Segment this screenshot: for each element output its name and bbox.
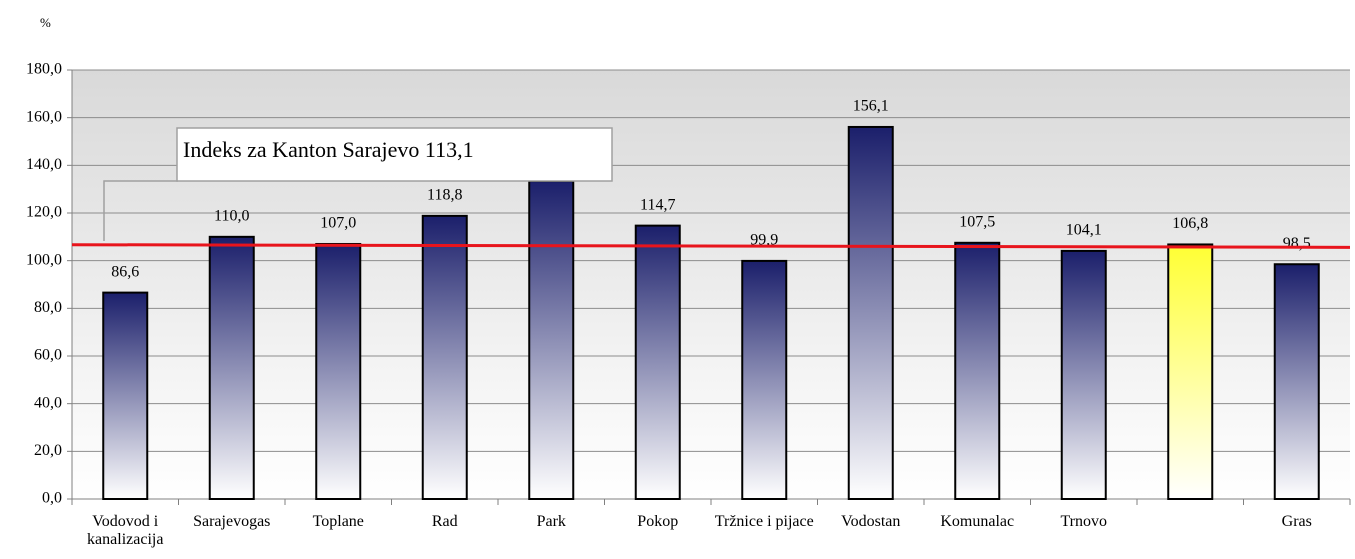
bar [528,180,575,501]
bar [741,259,788,500]
annotation-connector [103,180,178,241]
x-tick-label-box: Vodovod i kanalizacija [87,513,164,548]
reference-line [71,243,1351,249]
bar [315,242,362,500]
y-tick-label: 0,0 [42,490,62,507]
bar [208,235,255,500]
data-label: 110,0 [214,208,249,225]
bar [1167,243,1214,500]
data-label: 107,5 [959,213,995,230]
x-tick-label: Sarajevogas [193,513,271,530]
y-tick-label: 80,0 [34,299,62,316]
x-tick-label: Toplane [312,513,364,530]
x-tick-label-box: Gras [1281,513,1312,530]
data-label: 98,5 [1283,235,1311,252]
x-tick-label: Komunalac [940,513,1015,530]
y-tick-label: 20,0 [34,442,62,459]
data-label: 107,0 [320,215,356,232]
x-tick-label-box: Trnovo [1060,513,1108,530]
y-tick-label: 120,0 [26,204,62,221]
x-tick-label: Trnovo [1060,513,1108,530]
y-tick-label: 160,0 [26,108,62,125]
y-tick-label: 100,0 [26,251,62,268]
x-tick-label: Vodostan [841,513,901,530]
annotation-box [176,127,613,182]
x-tick-label: Tržnice i pijace [714,513,814,530]
x-tick-label-box: Pokop [637,513,679,530]
x-tick-label: Pokop [637,513,679,530]
x-tick-label: Rad [431,513,458,530]
data-label: 104,1 [1066,222,1102,239]
annotation: Indeks za Kanton Sarajevo 113,1 [183,137,474,162]
data-label: 114,7 [640,196,675,213]
x-tick-label-box: Vodostan [841,513,901,530]
bar [847,125,894,500]
bar [1273,263,1320,500]
x-tick-label-box: Tržnice i pijace [714,513,814,530]
x-tick-label-box: Komunalac [940,513,1015,530]
y-tick-label: 140,0 [26,156,62,173]
bar [1060,249,1107,500]
bar [634,224,681,501]
x-tick-label-box: Park [536,513,566,530]
y-tick-label: 180,0 [26,61,62,78]
data-label: 106,8 [1172,215,1208,232]
x-tick-label-box: Sarajevogas [193,513,271,530]
data-label: 118,8 [427,187,462,204]
y-axis-label: % [40,15,51,30]
y-tick-label: 40,0 [34,394,62,411]
x-tick-label: Park [536,513,566,530]
x-tick-label: Vodovod i kanalizacija [87,513,164,548]
x-tick-label-box: Toplane [312,513,364,530]
bar [954,241,1001,501]
bar [421,214,468,501]
bar [102,291,149,500]
x-tick-label: Gras [1281,513,1312,530]
data-label: 99,9 [750,232,778,249]
x-tick-label-box: Rad [431,513,458,530]
y-tick-label: 60,0 [34,347,62,364]
data-label: 156,1 [853,98,889,115]
data-label: 86,6 [111,263,139,280]
